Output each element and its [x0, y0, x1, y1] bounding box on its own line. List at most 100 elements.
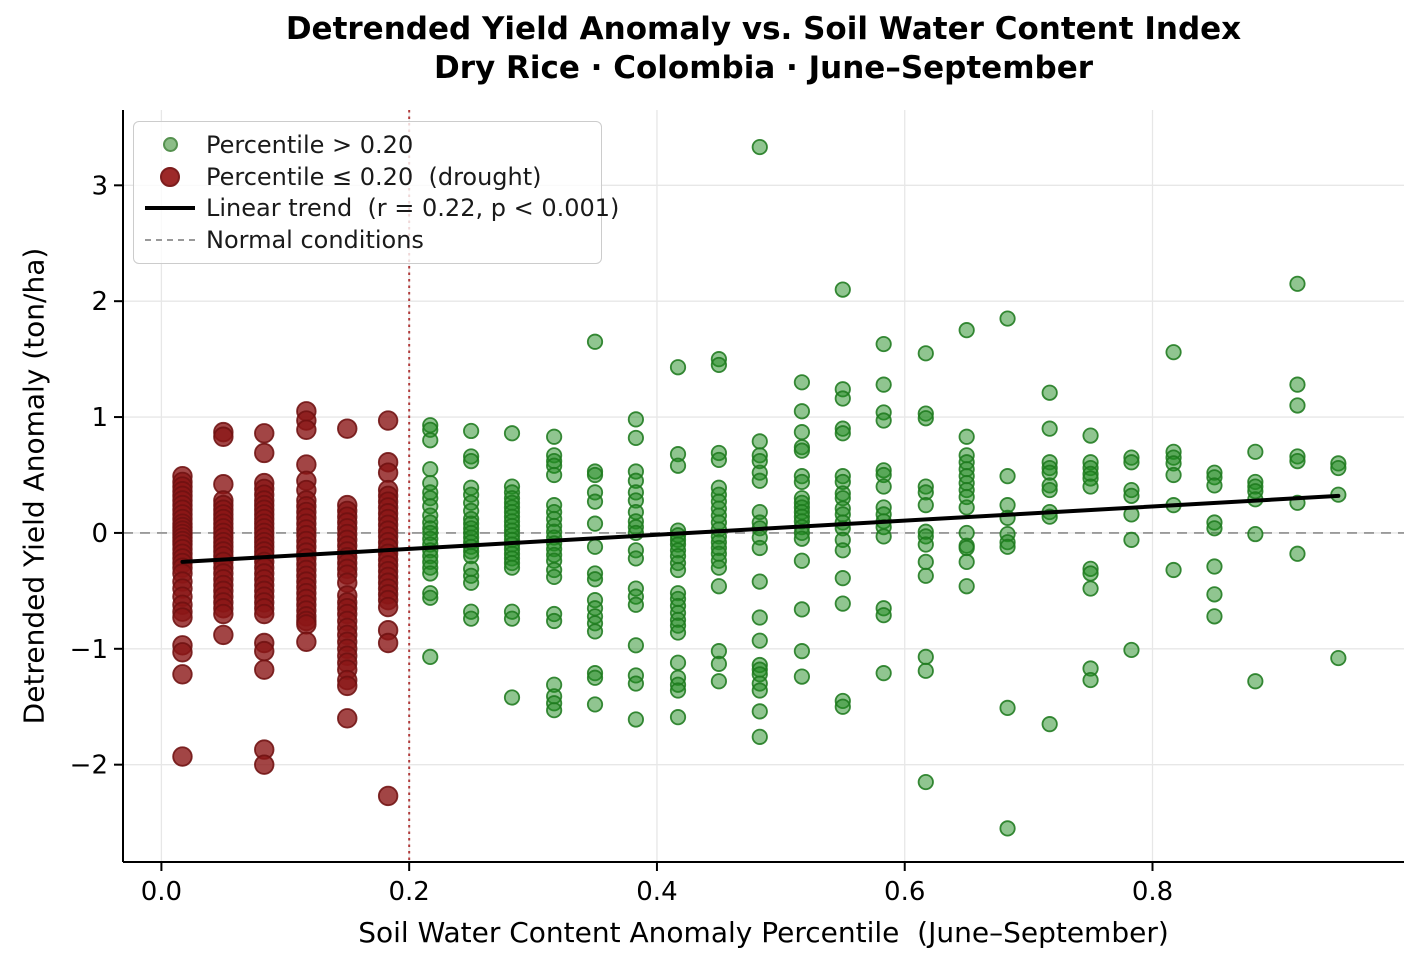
drought-point — [254, 640, 275, 662]
wet-point — [669, 561, 687, 579]
wet-point — [1082, 427, 1099, 444]
x-tick-label: 0.6 — [884, 877, 925, 907]
wet-point — [586, 515, 604, 532]
drought-point — [172, 746, 193, 767]
y-tick-label: −1 — [70, 635, 108, 665]
wet-point — [1041, 384, 1058, 401]
wet-point — [834, 698, 851, 715]
drought-point — [254, 659, 275, 680]
wet-point — [1289, 397, 1306, 414]
wet-point — [1289, 376, 1306, 393]
chart-title-line1: Detrended Yield Anomaly vs. Soil Water C… — [285, 11, 1242, 47]
wet-point — [1082, 565, 1099, 582]
wet-point — [751, 433, 768, 450]
wet-point — [669, 624, 687, 641]
wet-point — [1247, 525, 1264, 543]
wet-point — [1247, 443, 1264, 460]
wet-point — [751, 609, 768, 626]
wet-point — [1289, 545, 1306, 562]
y-tick-label: −2 — [70, 751, 108, 781]
wet-point — [1082, 580, 1099, 597]
wet-point — [917, 567, 934, 584]
wet-point — [875, 607, 892, 624]
drought-point — [296, 631, 317, 653]
wet-point — [1330, 649, 1347, 667]
wet-point — [793, 424, 811, 441]
wet-point — [834, 425, 851, 442]
wet-point — [751, 632, 768, 649]
y-tick-label: 2 — [91, 287, 108, 317]
wet-point — [627, 596, 644, 613]
y-tick-label: 3 — [91, 171, 108, 201]
wet-point — [1041, 716, 1058, 733]
wet-point — [1289, 275, 1306, 292]
wet-point-marker-icon — [162, 137, 178, 153]
wet-point — [503, 425, 521, 442]
wet-point — [958, 322, 975, 339]
wet-point — [1165, 344, 1182, 361]
wet-point — [793, 601, 811, 618]
chart-title-line2: Dry Rice · Colombia · June–September — [433, 50, 1094, 86]
wet-point — [422, 589, 439, 606]
wet-point — [422, 648, 439, 666]
normal-line-marker-icon — [145, 239, 195, 242]
legend-label: Percentile ≤ 0.20 (drought) — [206, 162, 542, 191]
wet-point — [917, 773, 934, 791]
wet-point — [422, 461, 439, 478]
wet-point — [793, 473, 811, 491]
wet-point — [710, 655, 728, 672]
wet-point — [834, 570, 851, 587]
x-tick-label: 0.0 — [141, 877, 182, 907]
wet-point — [834, 595, 851, 612]
wet-point — [834, 281, 851, 298]
wet-point — [1206, 586, 1223, 603]
wet-point — [586, 696, 604, 713]
drought-point — [377, 596, 399, 618]
wet-point — [917, 345, 934, 362]
wet-point — [917, 536, 934, 553]
drought-point — [172, 607, 193, 628]
wet-point — [1123, 531, 1140, 548]
drought-point — [254, 603, 275, 625]
wet-point — [793, 668, 811, 685]
wet-point — [1082, 478, 1099, 495]
wet-point — [710, 559, 728, 576]
wet-point — [586, 623, 604, 640]
wet-point — [1330, 459, 1347, 477]
wet-point — [627, 711, 644, 728]
wet-point — [1206, 558, 1223, 575]
wet-point — [546, 466, 563, 484]
wet-point — [751, 682, 768, 699]
wet-point — [917, 553, 934, 570]
drought-point — [296, 419, 317, 441]
wet-point — [422, 565, 439, 582]
drought-point — [377, 785, 399, 807]
wet-point — [793, 643, 811, 660]
wet-point — [917, 497, 934, 514]
wet-point — [503, 689, 521, 706]
wet-point — [586, 493, 604, 510]
wet-point — [586, 669, 604, 686]
wet-point — [751, 472, 768, 489]
wet-point — [463, 574, 480, 591]
wet-point — [751, 703, 768, 720]
x-axis-label: Soil Water Content Anomaly Percentile (J… — [358, 916, 1169, 949]
wet-point — [999, 310, 1016, 327]
wet-point — [1041, 481, 1058, 499]
drought-point — [213, 603, 234, 625]
x-tick-label: 0.8 — [1132, 877, 1173, 907]
drought-point — [172, 664, 193, 685]
wet-point — [669, 654, 687, 671]
drought-point — [254, 442, 275, 464]
wet-point — [751, 728, 768, 745]
drought-point — [296, 614, 317, 635]
chart-title: Detrended Yield Anomaly vs. Soil Water C… — [123, 10, 1404, 88]
wet-point — [1123, 641, 1140, 659]
wet-point — [793, 442, 811, 459]
trend-line — [180, 493, 1341, 564]
wet-point — [710, 673, 728, 690]
wet-point — [875, 665, 892, 682]
wet-point — [1206, 520, 1223, 537]
wet-point — [999, 699, 1016, 716]
